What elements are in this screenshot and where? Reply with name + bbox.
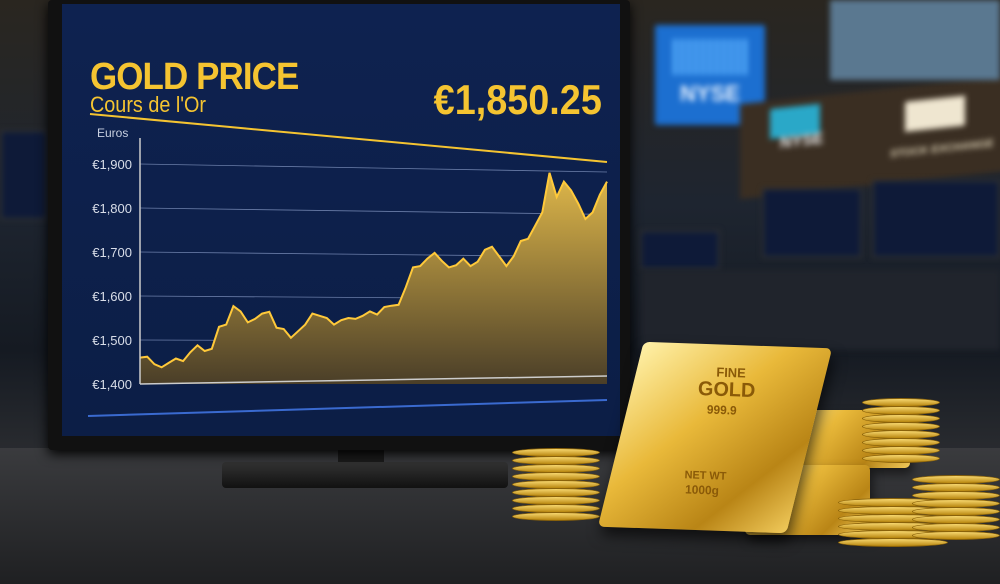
ticker-screen	[762, 188, 862, 258]
chart-subtitle: Cours de l'Or	[90, 92, 207, 117]
bottom-rule	[87, 399, 608, 417]
chart-title: GOLD PRICE	[90, 56, 299, 98]
monitor-screen: GOLD PRICE Cours de l'Or €1,850.25 Euros…	[62, 4, 620, 436]
y-tick-label: €1,800	[92, 201, 132, 216]
ticker-screen	[640, 230, 720, 270]
price-area	[140, 172, 607, 384]
nyse-sign-label: NYSE	[680, 81, 740, 106]
gold-coin	[862, 454, 940, 463]
nyse-logo-icon	[673, 39, 747, 75]
y-tick-label: €1,700	[92, 245, 132, 260]
exchange-logo-icon	[905, 95, 965, 132]
gridline	[139, 163, 608, 173]
ticker-screen	[0, 130, 48, 220]
y-tick-label: €1,900	[92, 157, 132, 172]
gold-coin	[838, 538, 948, 547]
price-line	[139, 172, 608, 369]
gridline	[139, 207, 608, 215]
monitor-stand-base	[222, 462, 508, 488]
gold-coin	[512, 512, 600, 521]
y-tick-label: €1,500	[92, 333, 132, 348]
banner-label: STOCK EXCHANGE	[890, 137, 994, 161]
gold-price-chart: Euros €1,900 €1,800 €1,700 €1,600 €1,500 €1,4…	[87, 113, 608, 417]
x-axis	[139, 375, 608, 385]
y-tick-label: €1,600	[92, 289, 132, 304]
monitor: GOLD PRICE Cours de l'Or €1,850.25 Euros…	[48, 0, 630, 450]
y-axis-label: Euros	[97, 126, 128, 140]
y-tick-label: €1,400	[92, 377, 132, 392]
trading-floor	[640, 270, 1000, 350]
current-price: €1,850.25	[433, 76, 602, 123]
banner-nyse-label: NYSE	[780, 130, 824, 152]
window	[830, 0, 1000, 80]
ticker-screen	[872, 180, 1000, 258]
gold-coin	[912, 531, 1000, 540]
title-underline	[89, 113, 608, 163]
